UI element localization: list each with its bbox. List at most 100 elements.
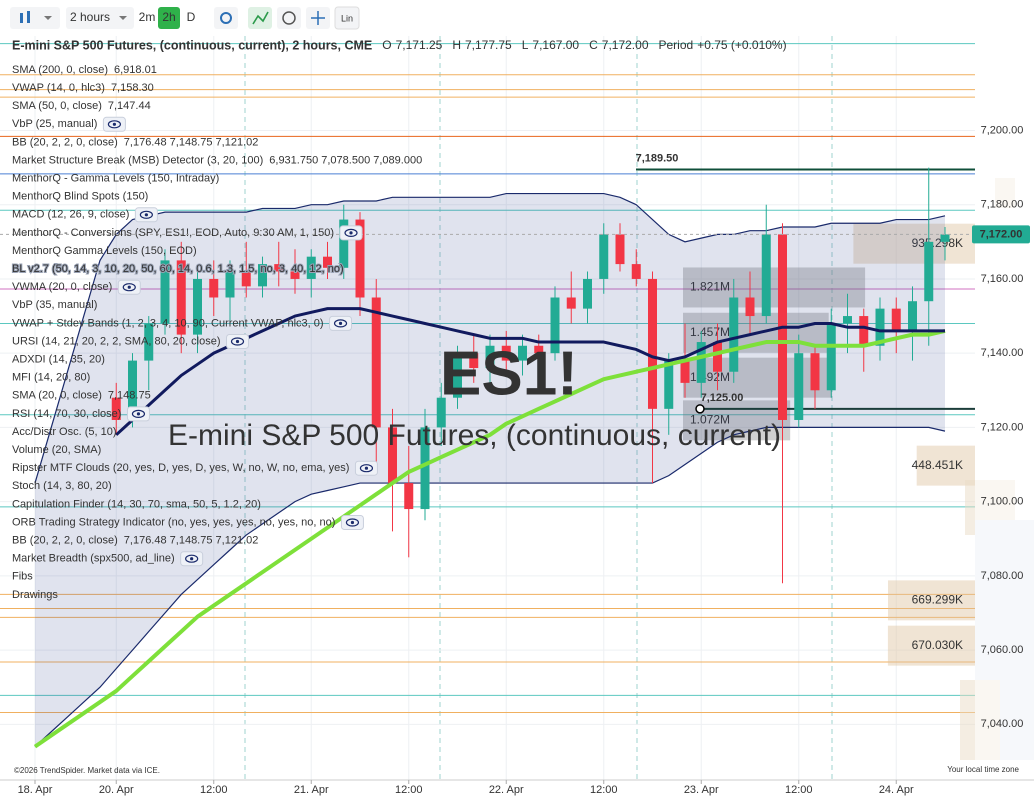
volume-profile-label: 669.299K	[912, 593, 963, 607]
indicator-label[interactable]: MenthorQ - Conversions (SPY, ES1!, EOD, …	[12, 227, 334, 239]
replay-button[interactable]	[277, 7, 301, 29]
scale-button[interactable]	[334, 6, 360, 30]
eye-icon	[359, 464, 374, 473]
visibility-toggle[interactable]	[354, 460, 378, 476]
indicator-label[interactable]: BB (20, 2, 2, 0, close)	[12, 136, 118, 148]
visibility-toggle[interactable]	[339, 225, 363, 241]
indicator-label[interactable]: SMA (50, 0, close)	[12, 100, 102, 112]
ohlc-value: 7,167.00	[532, 38, 579, 52]
interval-button[interactable]	[136, 7, 158, 29]
x-tick-label: 22. Apr	[489, 784, 524, 796]
interval-label[interactable]: 2 hours	[70, 10, 110, 24]
icon	[311, 11, 325, 25]
watermark-symbol: ES1!	[440, 339, 578, 408]
indicator-label[interactable]: VWMA (20, 0, close)	[12, 281, 112, 293]
candle-body	[826, 323, 836, 391]
indicator-label[interactable]: ORB Trading Strategy Indicator (no, yes,…	[12, 516, 335, 528]
indicator-label[interactable]: SMA (200, 0, close)	[12, 64, 108, 76]
candle-body	[713, 342, 722, 372]
interval-button-label[interactable]: 2h	[162, 10, 175, 24]
button-bg[interactable]	[66, 7, 134, 29]
button-bg[interactable]	[10, 7, 60, 29]
volume-profile-bar	[916, 445, 975, 486]
interval-dropdown[interactable]: 2 hours	[66, 7, 134, 29]
volume-profile-bar	[853, 223, 975, 264]
indicator-label[interactable]: MenthorQ - Gamma Levels (150, Intraday)	[12, 173, 219, 185]
indicator-label[interactable]: Stoch (14, 3, 80, 20)	[12, 480, 112, 492]
candle-body	[940, 234, 950, 242]
timezone-label: Your local time zone	[947, 765, 1019, 774]
candle-body	[859, 316, 869, 346]
indicator-label[interactable]: Market Breadth (spx500, ad_line)	[12, 553, 175, 565]
visibility-toggle[interactable]	[102, 116, 126, 132]
indicator-label[interactable]: MACD (12, 26, 9, close)	[12, 209, 129, 221]
indicator-label[interactable]: Capitulation Finder (14, 30, 70, sma, 50…	[12, 498, 261, 510]
indicator-label[interactable]: MenthorQ Gamma Levels (150, EOD)	[12, 245, 197, 257]
candle-body	[355, 219, 365, 298]
y-tick-label: 7,180.00	[981, 199, 1024, 211]
indicator-label[interactable]: MFI (14, 20, 80)	[12, 372, 90, 384]
eye-icon	[185, 554, 199, 563]
candle-body	[810, 353, 820, 391]
eye-icon	[131, 409, 146, 418]
visibility-toggle[interactable]	[117, 279, 141, 295]
indicator-label[interactable]: MenthorQ Blind Spots (150)	[12, 191, 148, 203]
indicator-value: 6,931.750 7,078.500 7,089.000	[269, 154, 422, 166]
visibility-toggle[interactable]	[180, 551, 204, 567]
indicator-label[interactable]: VbP (35, manual)	[12, 299, 97, 311]
candle-body	[420, 427, 430, 510]
ohlc-value: +0.75 (+0.010%)	[697, 38, 786, 52]
plot-area: 1.821M1.457M1.492M1.072M935.298K448.451K…	[0, 36, 975, 780]
candle-body	[388, 427, 397, 484]
indicator-label[interactable]: BL v2.7 (50, 14, 3, 10, 20, 50, 60, 14, …	[11, 262, 345, 276]
indicator-label[interactable]: Volume (20, SMA)	[12, 444, 101, 456]
instrument-title: E-mini S&P 500 Futures, (continuous, cur…	[12, 38, 372, 52]
indicator-label[interactable]: VWAP (14, 0, hlc3)	[12, 82, 105, 94]
indicator-label[interactable]: RSI (14, 70, 30, close)	[12, 408, 121, 420]
band-edge	[34, 192, 946, 484]
indicator-label[interactable]: Fibs	[12, 571, 33, 583]
eye-pupil	[136, 412, 141, 416]
indicator-label[interactable]: Acc/Distr Osc. (5, 10)	[12, 426, 117, 438]
indicator-label[interactable]: URSI (14, 21, 20, 2, 2, SMA, 80, 20, clo…	[12, 335, 221, 347]
indicator-label[interactable]: Market Structure Break (MSB) Detector (3…	[12, 154, 263, 166]
indicator-label[interactable]: SMA (20, 0, close)	[12, 390, 102, 402]
interval-button[interactable]	[180, 7, 202, 29]
indicator-label[interactable]: Drawings	[12, 589, 58, 601]
candle-body	[696, 342, 706, 383]
indicator-label[interactable]: VWAP + Stdev Bands (1, 2, 3, 4, 10, 90, …	[12, 317, 324, 329]
overlay-line	[33, 328, 946, 749]
candle-body	[648, 278, 657, 409]
eye-pupil	[127, 285, 131, 289]
visibility-toggle[interactable]	[126, 406, 150, 422]
candle-body	[794, 353, 804, 420]
indicator-label[interactable]: ADXDI (14, 35, 20)	[12, 354, 105, 366]
volume-profile-label: 448.451K	[912, 458, 963, 472]
candle-body	[209, 278, 219, 298]
visibility-toggle[interactable]	[226, 334, 249, 349]
visibility-toggle[interactable]	[340, 515, 364, 530]
candle-body	[128, 360, 137, 420]
visibility-toggle[interactable]	[329, 315, 353, 331]
interval-button[interactable]	[158, 7, 180, 29]
indicator-label[interactable]: VbP (25, manual)	[12, 118, 97, 130]
indicator-label[interactable]: Ripster MTF Clouds (20, yes, D, yes, D, …	[12, 462, 349, 474]
x-tick-label: 12:00	[785, 784, 813, 796]
y-tick-label: 7,160.00	[981, 273, 1024, 285]
eye-pupil	[190, 557, 194, 561]
chart-type-button[interactable]	[10, 7, 60, 29]
volume-profile-bar	[887, 580, 975, 621]
settings-button[interactable]	[214, 7, 238, 29]
indicator-label[interactable]: BB (20, 2, 2, 0, close)	[12, 535, 118, 547]
ohlc-label: H	[452, 38, 461, 52]
icon	[220, 12, 232, 24]
eye-icon	[230, 337, 245, 346]
interval-button-label[interactable]: 2m	[139, 10, 156, 24]
visibility-toggle[interactable]	[134, 207, 158, 223]
eye-icon	[333, 319, 348, 328]
candle-body	[518, 345, 527, 361]
interval-button-label[interactable]: D	[187, 10, 196, 24]
scale-label[interactable]: Lin	[341, 13, 353, 23]
candle-body	[469, 353, 479, 369]
